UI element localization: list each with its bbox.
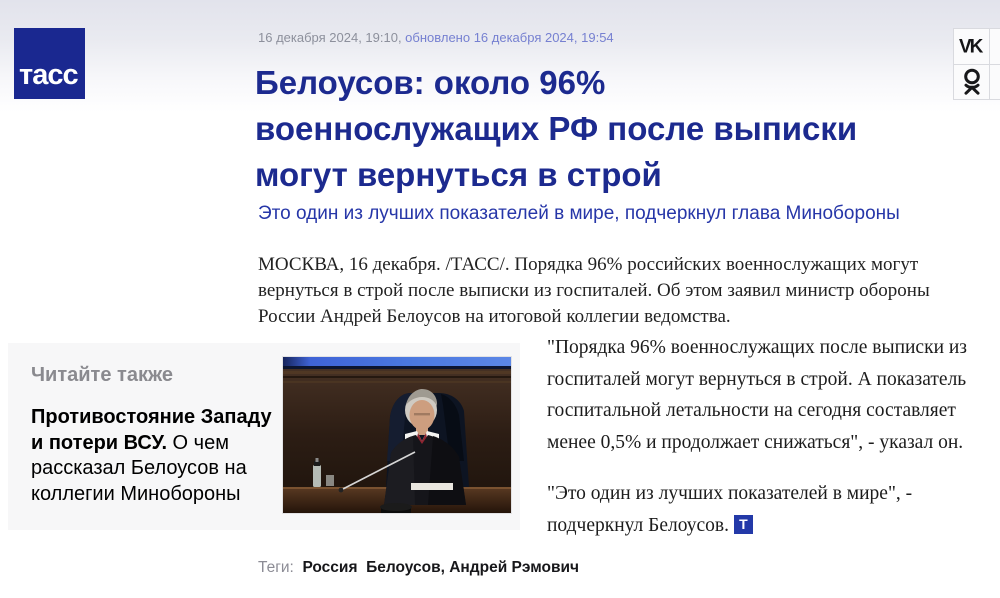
- svg-text:VK: VK: [959, 37, 984, 58]
- svg-text:тасс: тасс: [19, 59, 78, 91]
